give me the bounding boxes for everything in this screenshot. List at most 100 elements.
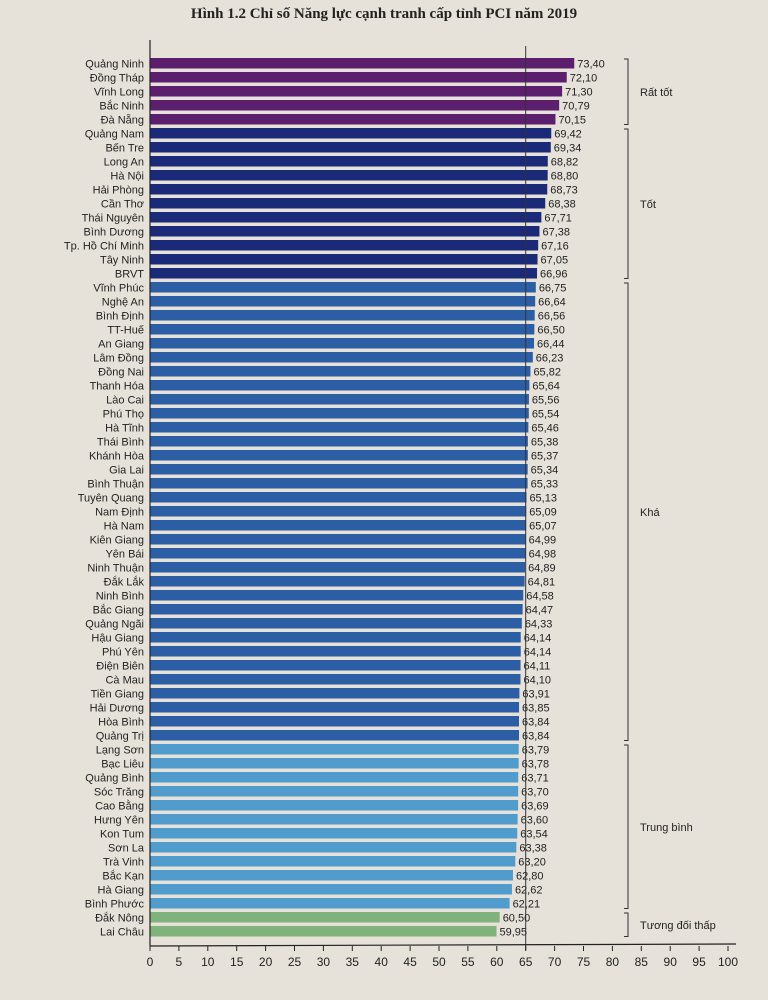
bar: [150, 142, 551, 153]
category-label: Bến Tre: [105, 143, 144, 155]
category-label: Lai Châu: [100, 927, 144, 939]
bar: [150, 576, 525, 587]
bar: [150, 898, 510, 909]
value-label: 62,62: [515, 885, 543, 897]
value-label: 62,21: [513, 899, 541, 911]
value-label: 64,11: [524, 661, 551, 673]
category-label: Bình Định: [96, 311, 144, 323]
x-tick-label: 90: [664, 955, 678, 969]
value-label: 66,23: [536, 353, 564, 365]
group-bracket: [624, 744, 629, 909]
value-label: 64,14: [524, 633, 552, 645]
bar: [150, 590, 524, 601]
group-label: Tương đối thấp: [640, 920, 716, 932]
bar: [150, 58, 575, 69]
x-tick-label: 70: [548, 955, 562, 969]
value-label: 63,69: [521, 801, 549, 813]
bar: [150, 184, 548, 195]
category-label: Ninh Bình: [96, 591, 144, 603]
bar: [150, 86, 563, 97]
category-label: Khánh Hòa: [89, 451, 145, 463]
bar: [150, 758, 519, 769]
bar: [150, 884, 512, 895]
bar: [150, 856, 516, 867]
value-label: 66,64: [538, 297, 566, 309]
category-label: Quảng Ngãi: [85, 619, 144, 631]
x-tick-label: 95: [692, 955, 706, 969]
x-tick-label: 55: [461, 955, 475, 969]
bar: [150, 324, 535, 335]
category-label: Hà Giang: [98, 885, 144, 897]
category-label: BRVT: [115, 269, 144, 281]
group-bracket: [624, 282, 629, 741]
value-label: 67,71: [544, 213, 572, 225]
bar: [150, 366, 531, 377]
bar: [150, 660, 521, 671]
x-tick-label: 35: [346, 955, 360, 969]
x-tick-label: 15: [230, 955, 244, 969]
value-label: 67,16: [541, 241, 569, 253]
value-label: 65,33: [531, 479, 559, 491]
value-label: 65,64: [532, 381, 560, 393]
value-label: 66,44: [537, 339, 565, 351]
bar: [150, 282, 536, 293]
category-label: Bắc Ninh: [99, 100, 144, 113]
category-label: Vĩnh Phúc: [93, 283, 144, 295]
category-label: Phú Yên: [102, 647, 144, 659]
value-label: 65,54: [532, 409, 560, 421]
group-label: Khá: [640, 507, 660, 519]
category-label: Trà Vinh: [103, 857, 144, 869]
category-label: Gia Lai: [109, 465, 144, 477]
value-label: 65,09: [529, 507, 557, 519]
category-label: Hà Tĩnh: [105, 423, 144, 435]
bar: [150, 296, 536, 307]
category-label: Phú Thọ: [103, 409, 144, 421]
value-label: 63,54: [520, 829, 548, 841]
category-label: Tp. Hồ Chí Minh: [64, 241, 144, 253]
value-label: 68,38: [548, 199, 576, 211]
bar: [150, 492, 527, 503]
bar: [150, 674, 521, 685]
category-label: TT-Huế: [107, 325, 144, 337]
group-bracket: [624, 58, 629, 125]
category-label: Hải Dương: [90, 703, 144, 715]
category-label: Đắk Nông: [95, 912, 144, 925]
value-label: 59,95: [500, 927, 528, 939]
bar: [150, 268, 538, 279]
category-label: Đắk Lắk: [104, 576, 145, 589]
category-label: Nam Định: [95, 507, 144, 519]
value-label: 65,38: [531, 437, 559, 449]
category-label: Bình Thuận: [87, 479, 144, 491]
value-label: 63,78: [522, 759, 550, 771]
bar: [150, 702, 520, 713]
bar: [150, 310, 535, 321]
bar: [150, 646, 521, 657]
x-tick-label: 20: [259, 955, 273, 969]
category-label: Kiên Giang: [90, 535, 144, 547]
bar: [150, 562, 526, 573]
value-label: 67,38: [542, 227, 570, 239]
value-label: 63,71: [521, 773, 549, 785]
bar: [150, 786, 519, 797]
category-label: Kon Tum: [100, 829, 144, 841]
value-label: 73,40: [577, 59, 605, 71]
category-label: Lâm Đồng: [93, 353, 144, 365]
bar: [150, 338, 535, 349]
category-label: Cà Mau: [105, 675, 144, 687]
bar: [150, 72, 567, 83]
category-label: Yên Bái: [105, 549, 144, 561]
x-tick-label: 50: [432, 955, 446, 969]
category-label: Bình Dương: [84, 227, 144, 239]
bar: [150, 170, 548, 181]
bar: [150, 520, 527, 531]
value-label: 69,42: [554, 129, 582, 141]
category-label: Bắc Kạn: [102, 870, 144, 883]
value-label: 65,46: [531, 423, 559, 435]
category-label: Đồng Tháp: [90, 73, 144, 85]
bar: [150, 828, 518, 839]
bar: [150, 394, 529, 405]
bar: [150, 632, 521, 643]
category-label: Hậu Giang: [91, 633, 144, 645]
category-label: Đà Nẵng: [101, 114, 144, 127]
